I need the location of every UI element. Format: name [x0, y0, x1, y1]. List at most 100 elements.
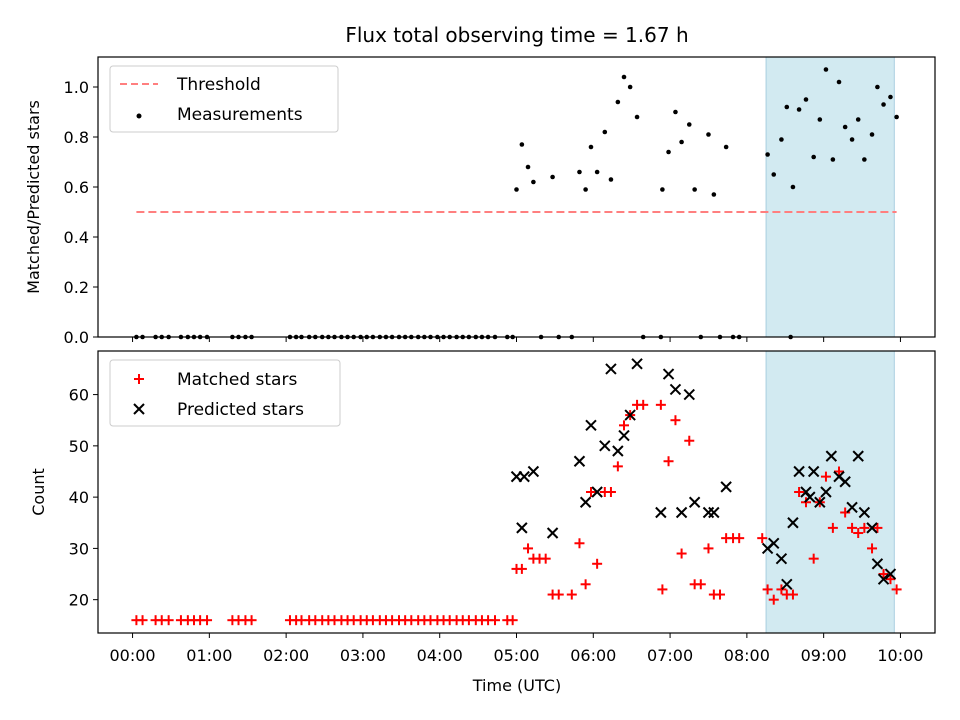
- matched-star-point: [246, 615, 257, 626]
- predicted-star-point: [688, 496, 701, 508]
- measurement-point: [679, 139, 684, 145]
- bottom-xtick-label: 07:00: [647, 646, 693, 665]
- top-shaded-span: [765, 56, 895, 338]
- matched-star-point: [853, 528, 864, 539]
- measurement-point: [583, 187, 588, 192]
- measurement-point: [666, 149, 671, 155]
- measurement-point: [875, 84, 880, 90]
- measurement-point: [836, 79, 842, 85]
- predicted-star-point: [579, 496, 592, 508]
- measurement-point: [849, 137, 855, 142]
- matched-star-point: [787, 589, 798, 600]
- matched-star-point: [566, 589, 577, 600]
- predicted-star-point: [527, 465, 540, 478]
- bottom-xtick-label: 04:00: [417, 646, 463, 665]
- predicted-star-point: [683, 388, 695, 401]
- top-ytick-label: 0.6: [64, 178, 89, 197]
- predicted-star-point: [839, 476, 851, 488]
- matched-star-point: [695, 579, 706, 590]
- predicted-star-point: [516, 522, 528, 534]
- bottom-ytick-label: 40: [69, 488, 89, 507]
- matched-star-point: [655, 399, 666, 410]
- measurement-point: [842, 124, 848, 130]
- matched-star-point: [663, 456, 674, 467]
- measurement-point: [779, 137, 784, 142]
- matched-star-point: [585, 487, 596, 497]
- predicted-star-point: [775, 552, 788, 565]
- measurement-point: [525, 164, 531, 170]
- bottom-ytick-label: 20: [69, 591, 89, 610]
- matched-star-point: [885, 574, 896, 585]
- matched-star-point: [540, 553, 551, 564]
- bottom-xtick-label: 09:00: [801, 646, 847, 665]
- matched-star-point: [847, 522, 858, 533]
- top-ytick-label: 0.4: [64, 228, 89, 247]
- matched-star-point: [670, 415, 681, 426]
- measurement-legend-marker: [136, 113, 142, 119]
- bottom-legend: Matched stars Predicted stars: [109, 359, 341, 427]
- matched-legend-label: Matched stars: [177, 370, 297, 390]
- predicted-star-point: [702, 506, 715, 519]
- measurement-point: [706, 132, 711, 137]
- predicted-star-point: [866, 522, 878, 534]
- predicted-star-point: [518, 470, 530, 483]
- measurement-point: [862, 157, 867, 162]
- matched-star-point: [574, 538, 585, 549]
- predicted-star-point: [820, 486, 832, 498]
- measurement-point: [790, 184, 796, 190]
- matched-points: [131, 399, 902, 626]
- bottom-ytick-label: 60: [69, 386, 89, 405]
- bottom-ytick-label: 50: [69, 437, 89, 456]
- measurement-point: [894, 114, 899, 120]
- matched-star-point: [878, 569, 889, 580]
- matched-star-point: [612, 461, 623, 472]
- matched-star-point: [676, 548, 687, 559]
- measurement-point: [855, 117, 861, 122]
- measurement-point: [588, 144, 594, 150]
- predicted-star-point: [546, 527, 559, 539]
- bottom-xtick-label: 03:00: [340, 646, 386, 665]
- predicted-legend-marker: [133, 403, 145, 415]
- measurement-point: [627, 84, 633, 90]
- measurement-legend-label: Measurements: [177, 105, 303, 125]
- predicted-star-point: [655, 506, 667, 519]
- matched-star-point: [684, 435, 695, 446]
- predicted-star-point: [781, 578, 793, 590]
- measurement-point: [692, 187, 697, 192]
- predicted-star-point: [787, 517, 799, 529]
- predicted-star-point: [585, 419, 597, 432]
- threshold-legend-label: Threshold: [176, 75, 261, 95]
- predicted-star-point: [708, 506, 720, 519]
- measurement-point: [531, 179, 536, 185]
- measurement-point: [723, 144, 729, 150]
- predicted-star-point: [631, 358, 643, 370]
- predicted-star-point: [814, 496, 826, 508]
- measurement-point: [519, 142, 525, 147]
- predicted-star-point: [846, 501, 858, 514]
- bottom-legend-box: [109, 359, 341, 427]
- matched-star-point: [794, 487, 805, 497]
- measurement-point: [608, 177, 614, 182]
- measurement-point: [577, 169, 582, 175]
- bottom-axes-frame: [97, 350, 936, 634]
- bottom-xlabel: Time (UTC): [472, 676, 561, 695]
- measurement-point: [514, 187, 519, 192]
- measurement-point: [634, 114, 640, 120]
- top-ytick-label: 0.8: [64, 128, 89, 147]
- matched-star-point: [872, 522, 883, 533]
- matched-star-point: [820, 471, 831, 482]
- measurement-point: [615, 99, 621, 105]
- predicted-star-point: [669, 383, 682, 396]
- predicted-star-point: [825, 450, 838, 462]
- top-panel: 0.0 0.2 0.4 0.6 0.8 1.0 Matched/Predicted sta…: [24, 56, 936, 347]
- measurement-point: [881, 102, 886, 107]
- matched-star-point: [714, 589, 725, 600]
- top-ytick-label: 0.0: [64, 328, 89, 347]
- measurement-point: [811, 154, 816, 160]
- matched-star-point: [840, 507, 851, 518]
- matched-star-point: [867, 543, 878, 554]
- measurement-point: [823, 67, 829, 72]
- predicted-star-point: [877, 573, 890, 585]
- measurement-point: [784, 104, 790, 110]
- matched-star-point: [859, 522, 870, 533]
